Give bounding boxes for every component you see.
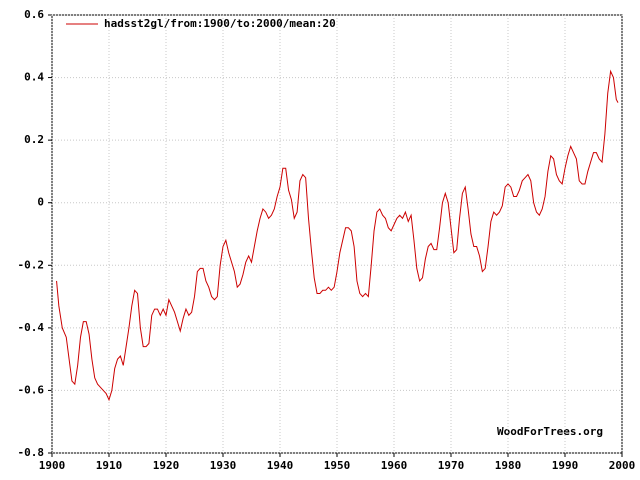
annotation: WoodForTrees.org	[497, 425, 603, 438]
x-tick-label: 1950	[324, 459, 351, 472]
y-tick-label: -0.6	[18, 383, 45, 396]
x-tick-label: 1900	[39, 459, 66, 472]
data-line	[56, 69, 619, 402]
legend-label: hadsst2gl/from:1900/to:2000/mean:20	[104, 17, 336, 30]
y-tick-label: 0	[37, 196, 44, 209]
x-tick-label: 1990	[552, 459, 579, 472]
x-tick-label: 1930	[210, 459, 237, 472]
x-tick-label: 1960	[381, 459, 408, 472]
x-tick-label: 1940	[267, 459, 294, 472]
x-tick-label: 1980	[495, 459, 522, 472]
x-tick-label: 1910	[96, 459, 123, 472]
y-tick-label: 0.4	[24, 71, 44, 84]
x-tick-label: 1920	[153, 459, 180, 472]
x-tick-label: 2000	[609, 459, 636, 472]
x-tick-label: 1970	[438, 459, 465, 472]
y-tick-label: -0.8	[18, 446, 45, 459]
y-tick-label: 0.2	[24, 133, 44, 146]
y-tick-label: 0.6	[24, 8, 44, 21]
y-tick-label: -0.2	[18, 258, 45, 271]
y-tick-label: -0.4	[18, 321, 45, 334]
